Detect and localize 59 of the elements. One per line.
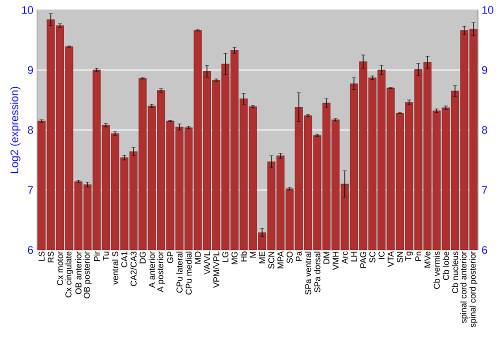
x-tick-label: ME (259, 252, 266, 264)
x-tick-label: Cx motor (56, 251, 63, 286)
x-tick-label: VMH (332, 252, 339, 270)
x-tick-label: SN (396, 252, 403, 263)
x-tick-label: SPa dorsal (314, 252, 320, 292)
y-tick-label: 8 (28, 126, 33, 134)
x-tick-label: VTA (388, 251, 394, 268)
x-tick-label: MG (232, 252, 238, 264)
x-tick-label: Pa (296, 251, 302, 261)
x-tick-label: SC (369, 252, 376, 263)
y-axis-title: Log2 (expression) (10, 86, 20, 173)
x-tick-label: OB anterior (75, 251, 82, 294)
x-tick-label: CA1 (121, 252, 128, 268)
x-tick-label: VA/VL (204, 251, 210, 275)
y2-tick-label: 10 (482, 6, 494, 14)
x-tick-label: CA2/CA3 (130, 252, 137, 286)
y-tick-label: 7 (28, 186, 33, 194)
x-tick-label: SCN (268, 252, 274, 269)
y2-tick-label: 9 (482, 66, 488, 74)
y-tick-label: 6 (28, 246, 33, 254)
x-tick-label: Cb nucleus (452, 252, 458, 294)
x-tick-label: LS (38, 252, 45, 261)
x-tick-label: OB posterior (84, 251, 92, 298)
y2-tick-label: 8 (482, 126, 488, 134)
x-tick-label: Tg (405, 252, 413, 261)
x-tick-label: spinal cord posterior (469, 251, 478, 328)
x-tick-label: Cb lobe (442, 252, 449, 280)
x-tick-label: VPM/VPL (213, 251, 220, 288)
x-tick-label: LG (222, 252, 228, 262)
x-tick-label: LH (351, 252, 357, 262)
x-tick-label: DM (323, 252, 330, 264)
x-tick-label: ventral S (112, 252, 118, 285)
y-tick-label: 10 (22, 6, 34, 14)
x-tick-label: Cb vermis (434, 252, 440, 289)
x-tick-label: Pir (94, 251, 100, 261)
x-tick-label: CPu lateral (176, 252, 183, 293)
x-tick-label: MPA (278, 251, 284, 268)
x-tick-label: Pn (415, 252, 422, 261)
x-tick-label: SPa ventral (304, 252, 312, 295)
x-tick-label: PAG (360, 252, 366, 268)
y-tick-label: 9 (28, 66, 33, 74)
x-tick-label: MD (194, 252, 201, 264)
x-tick-label: Arc (342, 251, 348, 264)
x-tick-label: Hb (240, 252, 247, 262)
x-tick-label: M (250, 252, 256, 258)
x-tick-label: Cx cingulate (65, 252, 74, 298)
x-tick-label: GP (167, 252, 174, 264)
x-tick-label: CPu medial (185, 252, 192, 295)
x-tick-label: RS (48, 252, 54, 262)
x-tick-label: DG (140, 252, 146, 264)
x-tick-label: MVe (424, 252, 430, 268)
x-tick-label: Tu (102, 252, 109, 261)
x-tick-label: A anterior (148, 251, 155, 288)
y2-tick-label: 6 (482, 246, 488, 254)
y2-tick-label: 7 (482, 186, 488, 194)
x-tick-label: spinal cord anterior (460, 251, 468, 323)
x-tick-label: A posterior (157, 251, 165, 292)
x-tick-label: IC (378, 252, 385, 259)
x-tick-label: SO (286, 252, 293, 264)
